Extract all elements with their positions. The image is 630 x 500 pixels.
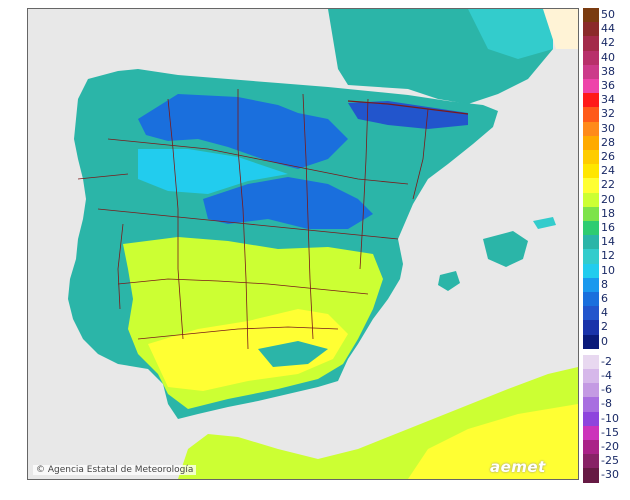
legend-swatch-pos-23 (583, 334, 599, 350)
legend-swatch-pos-3 (583, 50, 599, 66)
mallorca (483, 231, 528, 267)
credit-text: © Agencia Estatal de Meteorología (33, 465, 197, 475)
legend-swatch-pos-17 (583, 249, 599, 265)
credit-label: Agencia Estatal de Meteorología (47, 465, 194, 475)
north-africa-hot (408, 404, 578, 479)
legend-swatch-pos-20 (583, 292, 599, 307)
legend-label-neg-8: -30 (601, 468, 619, 482)
legend-swatch-pos-8 (583, 121, 599, 137)
southern-hot (148, 309, 348, 391)
legend-label-pos-15: 16 (601, 221, 615, 234)
legend-label-pos-3: 40 (601, 50, 615, 64)
legend-swatch-pos-19 (583, 277, 599, 293)
legend-label-neg-6: -20 (601, 440, 619, 453)
legend-swatch-neg-6 (583, 440, 599, 455)
legend-label-pos-13: 20 (601, 192, 615, 206)
legend-label-pos-9: 28 (601, 135, 615, 149)
legend-label-pos-0: 50 (601, 8, 615, 21)
legend-swatch-pos-14 (583, 206, 599, 222)
legend-swatch-pos-10 (583, 150, 599, 165)
temperature-map (27, 8, 579, 480)
legend-label-pos-19: 8 (601, 277, 608, 291)
province-borders (77, 89, 469, 350)
legend-swatch-pos-11 (583, 164, 599, 179)
legend-label-pos-7: 32 (601, 107, 615, 121)
legend-label-pos-20: 6 (601, 292, 608, 305)
map-svg (28, 9, 578, 479)
northern-cold-band (138, 94, 348, 169)
legend-swatch-neg-3 (583, 397, 599, 413)
legend-swatch-pos-18 (583, 263, 599, 279)
legend-label-neg-1: -4 (601, 369, 612, 382)
legend-label-pos-17: 12 (601, 249, 615, 263)
legend-swatch-neg-1 (583, 369, 599, 384)
legend-label-pos-5: 36 (601, 79, 615, 92)
legend-swatch-pos-22 (583, 320, 599, 336)
upper-right-corner (543, 9, 578, 49)
legend-swatch-neg-2 (583, 383, 599, 398)
pyrenees-cold (348, 101, 468, 129)
color-legend: 50 44 42 40 38 36 34 32 30 28 26 24 22 20 18 16 14 12 10 8 6… (583, 8, 630, 488)
legend-swatch-pos-5 (583, 79, 599, 94)
legend-swatch-neg-4 (583, 411, 599, 427)
legend-swatch-pos-12 (583, 178, 599, 194)
legend-label-neg-2: -6 (601, 383, 612, 397)
legend-label-pos-4: 38 (601, 64, 615, 78)
central-cold (203, 177, 373, 229)
legend-label-neg-3: -8 (601, 397, 612, 411)
legend-swatch-pos-7 (583, 107, 599, 123)
legend-swatch-pos-2 (583, 36, 599, 52)
south-mountains (258, 341, 328, 367)
legend-label-pos-8: 30 (601, 121, 615, 135)
legend-swatch-neg-8 (583, 468, 599, 484)
legend-label-neg-0: -2 (601, 354, 612, 368)
legend-label-pos-1: 44 (601, 22, 615, 36)
legend-label-pos-14: 18 (601, 206, 615, 220)
menorca (533, 217, 556, 229)
legend-label-pos-23: 0 (601, 334, 608, 348)
legend-swatch-pos-16 (583, 235, 599, 250)
legend-label-pos-21: 4 (601, 306, 608, 320)
legend-label-neg-5: -15 (601, 425, 619, 439)
aemet-logo: aemet (490, 458, 546, 476)
legend-swatch-neg-7 (583, 454, 599, 469)
legend-swatch-pos-15 (583, 221, 599, 236)
legend-swatch-neg-5 (583, 425, 599, 441)
legend-label-neg-4: -10 (601, 411, 619, 425)
legend-swatch-pos-4 (583, 64, 599, 80)
legend-label-pos-2: 42 (601, 36, 615, 50)
legend-label-pos-22: 2 (601, 320, 608, 334)
alps-region (468, 9, 553, 59)
legend-label-pos-12: 22 (601, 178, 615, 192)
legend-swatch-pos-9 (583, 135, 599, 151)
legend-swatch-neg-0 (583, 354, 599, 370)
legend-label-pos-6: 34 (601, 93, 615, 107)
legend-swatch-pos-13 (583, 192, 599, 208)
ibiza (438, 271, 460, 291)
legend-swatch-pos-21 (583, 306, 599, 321)
legend-label-pos-10: 26 (601, 150, 615, 163)
legend-label-neg-7: -25 (601, 454, 619, 468)
legend-swatch-pos-0 (583, 8, 599, 23)
legend-swatch-pos-6 (583, 93, 599, 108)
legend-label-pos-16: 14 (601, 235, 615, 249)
legend-label-pos-11: 24 (601, 164, 615, 178)
legend-swatch-pos-1 (583, 22, 599, 37)
legend-label-pos-18: 10 (601, 263, 615, 277)
copyright-icon: © (36, 465, 45, 475)
